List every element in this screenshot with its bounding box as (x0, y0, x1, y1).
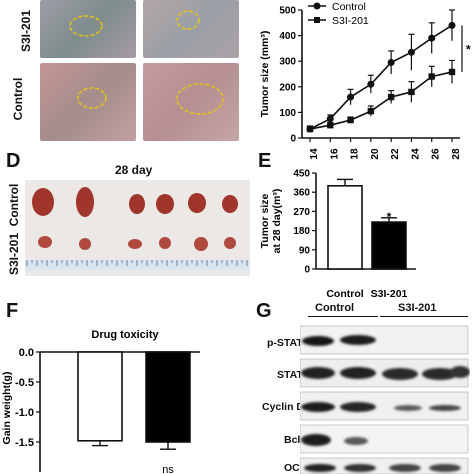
c-series-line (309, 71, 453, 130)
c-x-tick-label: 26 (431, 148, 442, 160)
tumor-outline-overlay (69, 10, 224, 115)
photo-s3i201-1 (40, 0, 136, 58)
tumor-growth-chart: 0 100 200 300 400 500 14 16 18 20 22 24 26 28 Tumor si… (259, 1, 471, 160)
tumor-s3i201 (159, 237, 171, 249)
tumor-specimens (25, 187, 250, 270)
row-label-d-s3i201: S3I-201 (7, 232, 21, 276)
c-point (367, 80, 375, 88)
e-bar (327, 184, 363, 270)
c-legend-marker (314, 17, 320, 23)
tumor-s3i201 (128, 239, 142, 249)
c-point (408, 88, 415, 96)
e-category-label: Control (326, 288, 363, 300)
c-legend-label: S3I-201 (332, 15, 369, 27)
c-point (428, 73, 435, 80)
c-y-tick-label: 200 (279, 82, 296, 93)
e-bar (371, 221, 407, 270)
western-blot (300, 325, 470, 474)
f-bar (145, 351, 191, 443)
c-series-line (309, 24, 453, 130)
photo-control-1 (40, 63, 136, 141)
wb-group-s3i201: S3I-201 (398, 302, 437, 314)
c-point (428, 34, 436, 42)
ruler (25, 260, 250, 270)
e-y-tick-label: 450 (293, 169, 310, 180)
c-point (306, 125, 314, 133)
c-point (367, 107, 375, 115)
wb-group-control: Control (315, 302, 355, 314)
row-label-s3i201: S3I-201 (19, 9, 33, 53)
panel-letter-d: D (6, 150, 21, 172)
c-legend-label: Control (332, 1, 366, 13)
panel-letter-g: G (256, 300, 272, 322)
e-y-tick-label: 270 (293, 207, 310, 218)
f-y-tick-label: -0.5 (15, 377, 34, 389)
c-y-tick-label: 100 (279, 108, 296, 119)
panel-letter-e: E (258, 150, 272, 172)
f-bar (77, 351, 123, 442)
c-legend-marker (313, 2, 321, 10)
tumor-photo (25, 180, 250, 276)
wb-group-line (308, 316, 468, 317)
c-x-tick-label: 16 (329, 148, 340, 160)
tumor-control (188, 193, 206, 213)
f-y-tick-label: -1.5 (15, 437, 34, 449)
f-y-axis-label: Gain weight(g) (1, 372, 13, 445)
tumor-s3i201 (224, 237, 236, 249)
c-point (347, 116, 354, 124)
c-x-tick-label: 18 (350, 148, 361, 160)
panel-d-title: 28 day (115, 163, 153, 177)
c-y-tick-label: 500 (279, 6, 296, 17)
row-label-d-control: Control (7, 183, 21, 227)
tumor-control (76, 187, 94, 217)
row-label-control: Control (11, 77, 25, 121)
tumor-control (129, 194, 145, 214)
c-x-tick-label: 22 (390, 148, 401, 160)
c-x-tick-label: 14 (309, 148, 320, 160)
f-y-tick-label: -1.0 (15, 407, 34, 419)
c-x-tick-label: 24 (410, 148, 421, 160)
tumor-control (32, 188, 54, 216)
e-y-tick-label: 180 (293, 226, 310, 237)
e-y-tick-label: 360 (293, 188, 310, 199)
c-x-tick-label: 20 (370, 148, 381, 160)
c-x-tick-label: 28 (451, 148, 462, 160)
wb-group-divider (378, 314, 380, 318)
c-y-tick-label: 400 (279, 31, 296, 42)
tumor-control (156, 194, 174, 214)
e-y-axis-label: at 28 day(m³) (271, 189, 283, 254)
c-point (387, 58, 395, 66)
tumor-s3i201 (79, 238, 91, 250)
c-sig-star: * (466, 43, 471, 57)
tumor-size-28day-chart: 0 90 180 270 360 450 Tumor size at 28 day(m³) Co… (259, 169, 416, 300)
e-sig-star: * (387, 210, 392, 224)
tumor-s3i201 (194, 237, 208, 251)
e-y-axis-label: Tumor size (259, 194, 271, 249)
e-y-tick-label: 0 (304, 265, 310, 276)
panel-letter-f: F (6, 300, 19, 322)
c-point (327, 122, 334, 129)
tumor-s3i201 (38, 236, 52, 248)
photo-grid-top: S3I-201 Control (0, 0, 250, 141)
c-y-tick-label: 300 (279, 57, 296, 68)
c-point (387, 93, 395, 101)
wb-label-cyclind1: Cyclin D1 (262, 401, 310, 413)
f-y-tick-label: 0.0 (19, 347, 34, 359)
tumor-control (222, 195, 238, 213)
blot-strip-oct4 (300, 457, 469, 474)
f-title: Drug toxicity (91, 329, 159, 341)
c-y-tick-label: 0 (290, 134, 296, 145)
e-y-tick-label: 90 (299, 245, 311, 256)
c-y-axis-label: Tumor size (mm³) (259, 31, 271, 118)
c-point (326, 115, 334, 123)
c-point (407, 48, 415, 56)
wb-label-pstat3: p-STAT3 (267, 337, 309, 349)
c-point (448, 68, 456, 76)
c-point (347, 93, 355, 101)
e-category-label: S3I-201 (371, 288, 408, 300)
c-point (448, 21, 456, 29)
f-ns-label: ns (162, 464, 174, 474)
